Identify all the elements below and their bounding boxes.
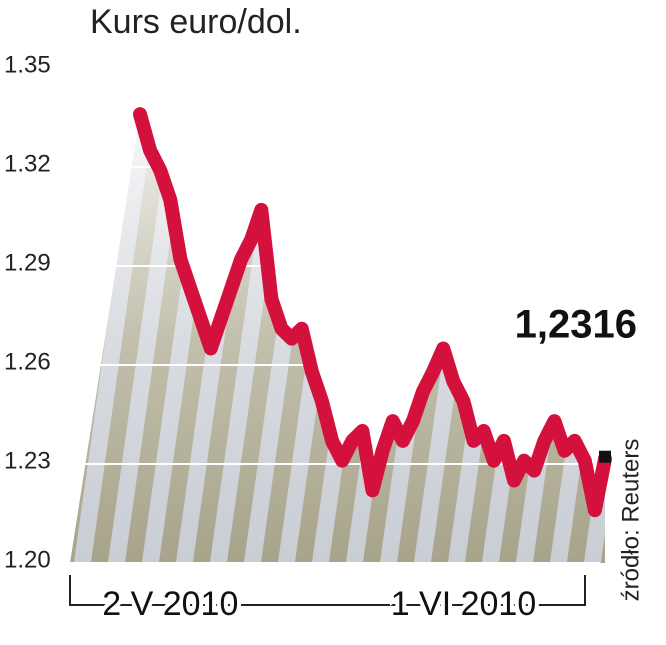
y-tick-label: 1.20 [4,546,51,573]
x-bracket [69,575,586,606]
y-tick-label: 1.32 [4,150,51,177]
end-marker [599,450,611,463]
x-tick-label: 1 VI 2010 [391,585,537,623]
chart-title: Kurs euro/dol. [90,3,302,41]
y-tick-label: 1.23 [4,447,51,474]
y-tick-label: 1.29 [4,249,51,276]
line [133,107,612,518]
y-tick-label: 1.26 [4,348,51,375]
area-fade [70,114,605,563]
value-label: 1,2316 [515,302,637,346]
x-tick-label: 2 V 2010 [102,585,238,623]
y-tick-label: 1.35 [4,51,51,78]
source: źródło: Reuters [617,439,644,602]
